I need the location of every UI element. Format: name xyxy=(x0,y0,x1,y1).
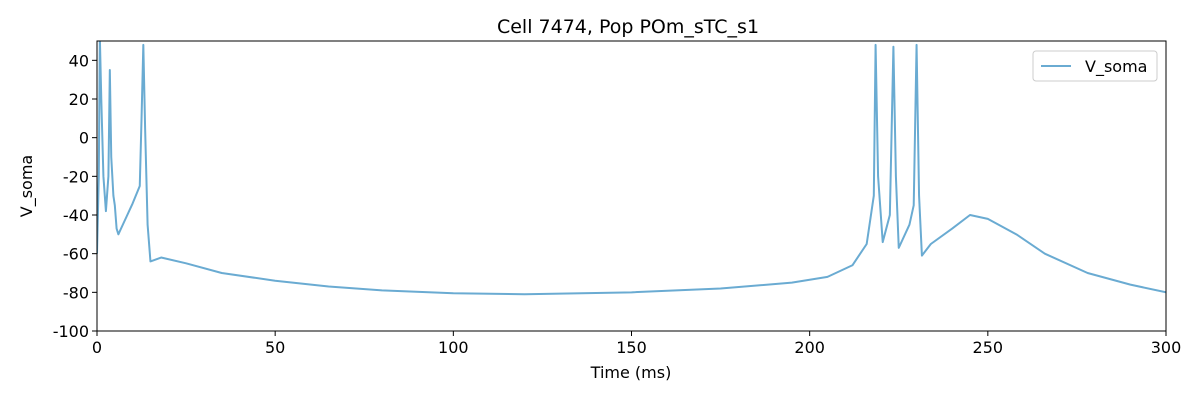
x-tick-label: 200 xyxy=(794,338,825,357)
legend-label: V_soma xyxy=(1085,57,1147,77)
y-tick-label: -100 xyxy=(53,322,89,341)
y-tick-label: -60 xyxy=(63,245,89,264)
y-tick-label: -80 xyxy=(63,283,89,302)
x-tick-label: 150 xyxy=(616,338,647,357)
x-tick-label: 100 xyxy=(438,338,469,357)
line xyxy=(97,41,1166,296)
legend-box xyxy=(1032,50,1158,82)
plot-area xyxy=(97,41,1166,296)
x-tick-label: 300 xyxy=(1151,338,1182,357)
plot-frame xyxy=(96,40,1167,332)
y-tick-label: 20 xyxy=(69,90,89,109)
x-tick-label: 250 xyxy=(973,338,1004,357)
y-axis-label: V_soma xyxy=(17,155,37,217)
y-tick-label: -20 xyxy=(63,167,89,186)
x-tick-label: 0 xyxy=(92,338,102,357)
x-axis-label: Time (ms) xyxy=(590,363,672,382)
y-tick-label: -40 xyxy=(63,206,89,225)
y-tick-label: 40 xyxy=(69,51,89,70)
x-tick-label: 50 xyxy=(265,338,285,357)
chart-title: Cell 7474, Pop POm_sTC_s1 xyxy=(497,16,759,38)
y-tick-label: 0 xyxy=(79,129,89,148)
